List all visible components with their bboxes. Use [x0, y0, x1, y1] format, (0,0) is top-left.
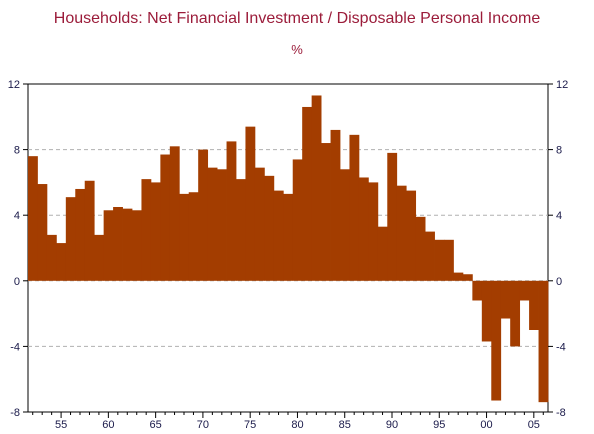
bar: [37, 184, 48, 281]
x-axis: 55 60 65 70 75 80 85 90 95 00 05: [32, 412, 544, 431]
bar: [122, 208, 133, 281]
bar: [462, 274, 473, 281]
bar: [349, 134, 360, 281]
y-tick-label: -4: [556, 341, 566, 353]
bar: [283, 193, 294, 281]
y-tick-label: 4: [556, 210, 562, 222]
bar: [264, 175, 275, 281]
x-tick-label: 55: [55, 419, 67, 431]
bar: [94, 234, 105, 281]
x-tick-label: 80: [291, 419, 303, 431]
bar: [226, 141, 237, 281]
bar: [179, 193, 190, 281]
bar: [28, 156, 38, 281]
bar: [444, 239, 454, 281]
bar: [368, 182, 379, 281]
bar: [46, 234, 57, 281]
bar: [150, 182, 161, 281]
bar: [273, 190, 284, 281]
x-tick-label: 00: [480, 419, 492, 431]
bar: [538, 280, 549, 403]
bar: [254, 167, 265, 281]
bar: [529, 280, 539, 330]
bar: [160, 154, 171, 281]
bars: [28, 95, 549, 403]
bar: [311, 95, 322, 281]
bar: [132, 210, 142, 281]
bar: [103, 210, 114, 281]
bar: [113, 207, 123, 281]
bar: [141, 179, 152, 281]
bar: [330, 129, 341, 281]
bar: [217, 169, 227, 281]
bar: [387, 152, 398, 281]
bar: [406, 190, 417, 281]
chart-subtitle: %: [291, 42, 303, 57]
bar: [245, 126, 256, 281]
bar: [236, 179, 246, 281]
bar: [198, 149, 209, 281]
bar: [340, 169, 350, 281]
bar: [425, 231, 435, 281]
x-tick-label: 75: [244, 419, 256, 431]
bar: [84, 180, 95, 281]
bar: [510, 280, 521, 347]
bar: [207, 167, 218, 281]
bar: [434, 239, 445, 281]
x-tick-label: 85: [339, 419, 351, 431]
bar: [491, 280, 502, 401]
y-tick-label: 0: [556, 276, 562, 288]
y-tick-label: 4: [14, 210, 20, 222]
y-axis-left: 12 8 4 0 -4 -8: [8, 79, 28, 419]
y-tick-label: 12: [8, 79, 20, 91]
bar: [377, 226, 388, 281]
y-tick-label: 8: [556, 145, 562, 157]
chart-title: Households: Net Financial Investment / D…: [53, 10, 541, 27]
bar: [472, 280, 483, 301]
x-tick-label: 70: [197, 419, 209, 431]
bar: [65, 197, 76, 281]
y-tick-label: -8: [10, 407, 20, 419]
bar: [75, 188, 86, 281]
bar: [396, 185, 407, 281]
y-tick-label: 12: [556, 79, 568, 91]
bar: [169, 146, 180, 281]
x-tick-label: 65: [150, 419, 162, 431]
bar: [415, 216, 426, 281]
y-tick-label: -4: [10, 341, 20, 353]
bar: [302, 106, 313, 281]
x-tick-label: 90: [386, 419, 398, 431]
bar: [358, 177, 369, 281]
y-tick-label: 8: [14, 145, 20, 157]
bar: [56, 243, 67, 281]
bar: [481, 280, 492, 342]
bar: [188, 192, 199, 281]
bar: [321, 143, 331, 281]
bar: [519, 280, 530, 301]
x-tick-label: 95: [433, 419, 445, 431]
x-tick-label: 60: [102, 419, 114, 431]
x-tick-label: 05: [528, 419, 540, 431]
y-tick-label: -8: [556, 407, 566, 419]
bar: [453, 272, 464, 281]
y-axis-right: 12 8 4 0 -4 -8: [548, 79, 568, 419]
bar: [500, 280, 511, 319]
y-tick-label: 0: [14, 276, 20, 288]
bar: [292, 159, 303, 281]
